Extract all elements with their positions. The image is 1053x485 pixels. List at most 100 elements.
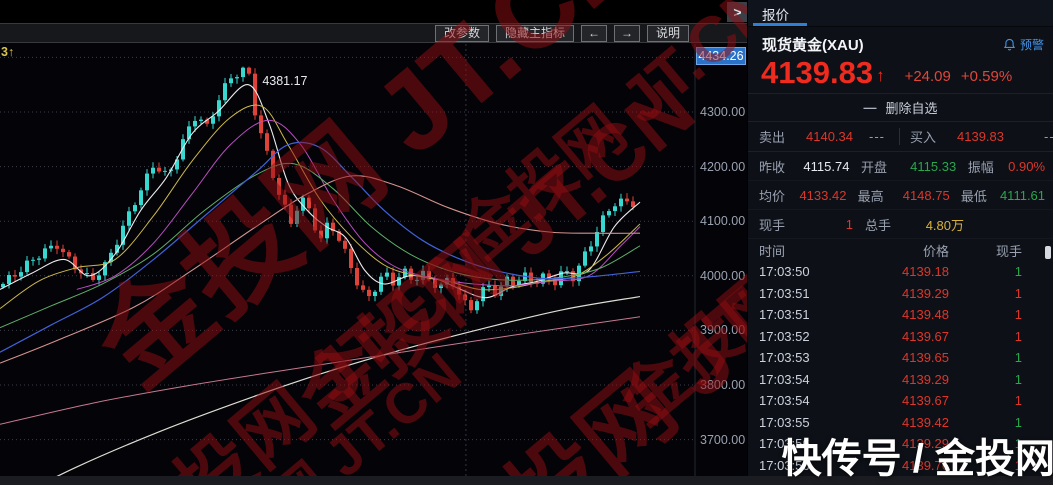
tick-time: 17:03:51 (759, 285, 810, 301)
chart-toolbar: 改参数 隐藏主指标 ← → 说明 (0, 23, 747, 43)
ma-line-pink-long (0, 316, 641, 425)
collapse-panel-button[interactable]: > (727, 2, 747, 22)
tick-price: 4139.67 (902, 328, 949, 344)
hide-main-indicator-button[interactable]: 隐藏主指标 (495, 24, 574, 42)
price-up-arrow-icon: ↑ (876, 66, 885, 85)
tick-tape-list: 17:03:50 4139.18 1 17:03:51 4139.29 1 17:03:51… (748, 261, 1053, 476)
tick-price: 4139.29 (902, 285, 949, 301)
tick-time: 17:03:56 (759, 436, 810, 452)
edit-params-button[interactable]: 改参数 (434, 24, 489, 42)
divider (899, 128, 900, 145)
stat-value: 4111.61 (999, 187, 1046, 203)
stat-value: 4115.74 (803, 158, 850, 174)
tape-row: 17:03:56 4139.76 1 (748, 455, 1053, 477)
ma-line-magenta (76, 119, 641, 290)
tick-time: 17:03:54 (759, 393, 810, 409)
tick-price: 4139.48 (902, 307, 949, 323)
stat-value: 4133.42 (799, 187, 847, 203)
buy-volume: --- (1044, 129, 1053, 144)
sell-volume: --- (869, 129, 885, 144)
tick-time: 17:03:55 (759, 414, 810, 430)
axis-max-price-box: 4434.26 (696, 47, 746, 65)
tick-time: 17:03:56 (759, 457, 810, 473)
tick-volume: 1 (1014, 393, 1022, 409)
instrument-name: 现货黄金(XAU) (762, 37, 864, 54)
tape-row: 17:03:50 4139.18 1 (748, 261, 1053, 283)
y-axis-tick: 3700.00 (700, 432, 746, 447)
tab-quotes[interactable]: 报价 (762, 8, 789, 23)
ma-line-blue (0, 141, 641, 353)
stat-label: 均价 (759, 188, 786, 204)
tick-price: 4139.29 (902, 371, 949, 387)
sell-price: 4140.34 (806, 129, 853, 144)
tick-price: 4139.65 (902, 350, 949, 366)
stat-row: 现手 1 总手 4.80万 (748, 210, 1053, 239)
tick-volume: 1 (1014, 436, 1022, 452)
help-button[interactable]: 说明 (646, 24, 689, 42)
tick-volume: 1 (1014, 457, 1022, 473)
tape-row: 17:03:54 4139.67 1 (748, 390, 1053, 412)
tick-price: 4139.18 (902, 264, 949, 280)
panel-tabbar: 报价 (748, 0, 1053, 27)
y-axis-tick: 3800.00 (700, 378, 746, 392)
ma-line-white-long (38, 295, 641, 485)
remove-label: 删除自选 (885, 101, 938, 116)
buy-label: 买入 (910, 130, 937, 145)
tape-scrollbar[interactable] (1045, 246, 1051, 259)
stat-value: 1 (845, 216, 853, 232)
y-axis-tick: 4000.00 (700, 268, 746, 283)
quote-panel: 报价 现货黄金(XAU) 预警 4139.83 ↑ +24.09 +0.59% … (747, 0, 1053, 485)
tick-time: 17:03:54 (759, 371, 810, 387)
tape-row: 17:03:53 4139.65 1 (748, 347, 1053, 369)
stat-label: 总手 (865, 217, 892, 233)
tape-row: 17:03:51 4139.48 1 (748, 304, 1053, 326)
next-button[interactable]: → (613, 24, 640, 42)
bottom-strip (0, 476, 1053, 485)
tick-price: 4139.76 (902, 457, 949, 473)
price-change: +24.09 (904, 67, 951, 85)
col-volume: 现手 (995, 243, 1022, 259)
price-alert-button[interactable]: 预警 (1003, 36, 1044, 53)
tape-header: 时间 价格 现手 (748, 239, 1053, 261)
tick-time: 17:03:53 (759, 350, 810, 366)
stat-label: 昨收 (759, 159, 786, 175)
stat-label: 现手 (759, 217, 786, 233)
sell-label: 卖出 (759, 130, 786, 145)
ma-line-yellow (0, 104, 641, 309)
peak-price-annotation: 4381.17 (262, 73, 308, 88)
tape-row: 17:03:56 4139.29 1 (748, 433, 1053, 455)
bid-ask-row: 卖出 4140.34 --- 买入 4139.83 --- (748, 122, 1053, 152)
tick-price: 4139.67 (902, 393, 949, 409)
ma-line-green (0, 162, 641, 329)
tape-row: 17:03:52 4139.67 1 (748, 326, 1053, 348)
stat-label: 最高 (857, 188, 884, 204)
stat-label: 开盘 (860, 159, 887, 175)
ma-line-salmon (0, 175, 641, 364)
tick-volume: 1 (1014, 414, 1022, 430)
quote-stats: 昨收 4115.74 开盘 4115.33 振幅 0.90% 均价 4133.42 最高 4148… (748, 152, 1053, 239)
alarm-bell-icon (1003, 38, 1016, 51)
prev-button[interactable]: ← (580, 24, 607, 42)
tape-row: 17:03:51 4139.29 1 (748, 283, 1053, 305)
col-time: 时间 (759, 243, 786, 259)
remove-from-watchlist-button[interactable]: — 删除自选 (748, 93, 1053, 122)
stat-row: 昨收 4115.74 开盘 4115.33 振幅 0.90% (748, 152, 1053, 181)
minus-icon: — (863, 100, 877, 115)
price-change-percent: +0.59% (960, 67, 1013, 85)
y-axis-tick: 4200.00 (700, 159, 746, 174)
last-price: 4139.83 (761, 55, 874, 90)
stat-value: 4.80万 (925, 217, 964, 233)
tick-volume: 1 (1014, 264, 1022, 280)
stat-value: 0.90% (1008, 158, 1046, 174)
stat-row: 均价 4133.42 最高 4148.75 最低 4111.61 (748, 181, 1053, 210)
tick-volume: 1 (1014, 307, 1022, 323)
stat-label: 振幅 (967, 159, 994, 175)
candlestick-chart[interactable] (0, 0, 747, 485)
chart-topbar (0, 0, 747, 23)
ma-line-white-fast (0, 84, 641, 299)
tick-volume: 1 (1014, 371, 1022, 387)
tick-time: 17:03:52 (759, 328, 810, 344)
y-axis-tick: 3900.00 (700, 323, 746, 338)
buy-price: 4139.83 (957, 129, 1004, 144)
